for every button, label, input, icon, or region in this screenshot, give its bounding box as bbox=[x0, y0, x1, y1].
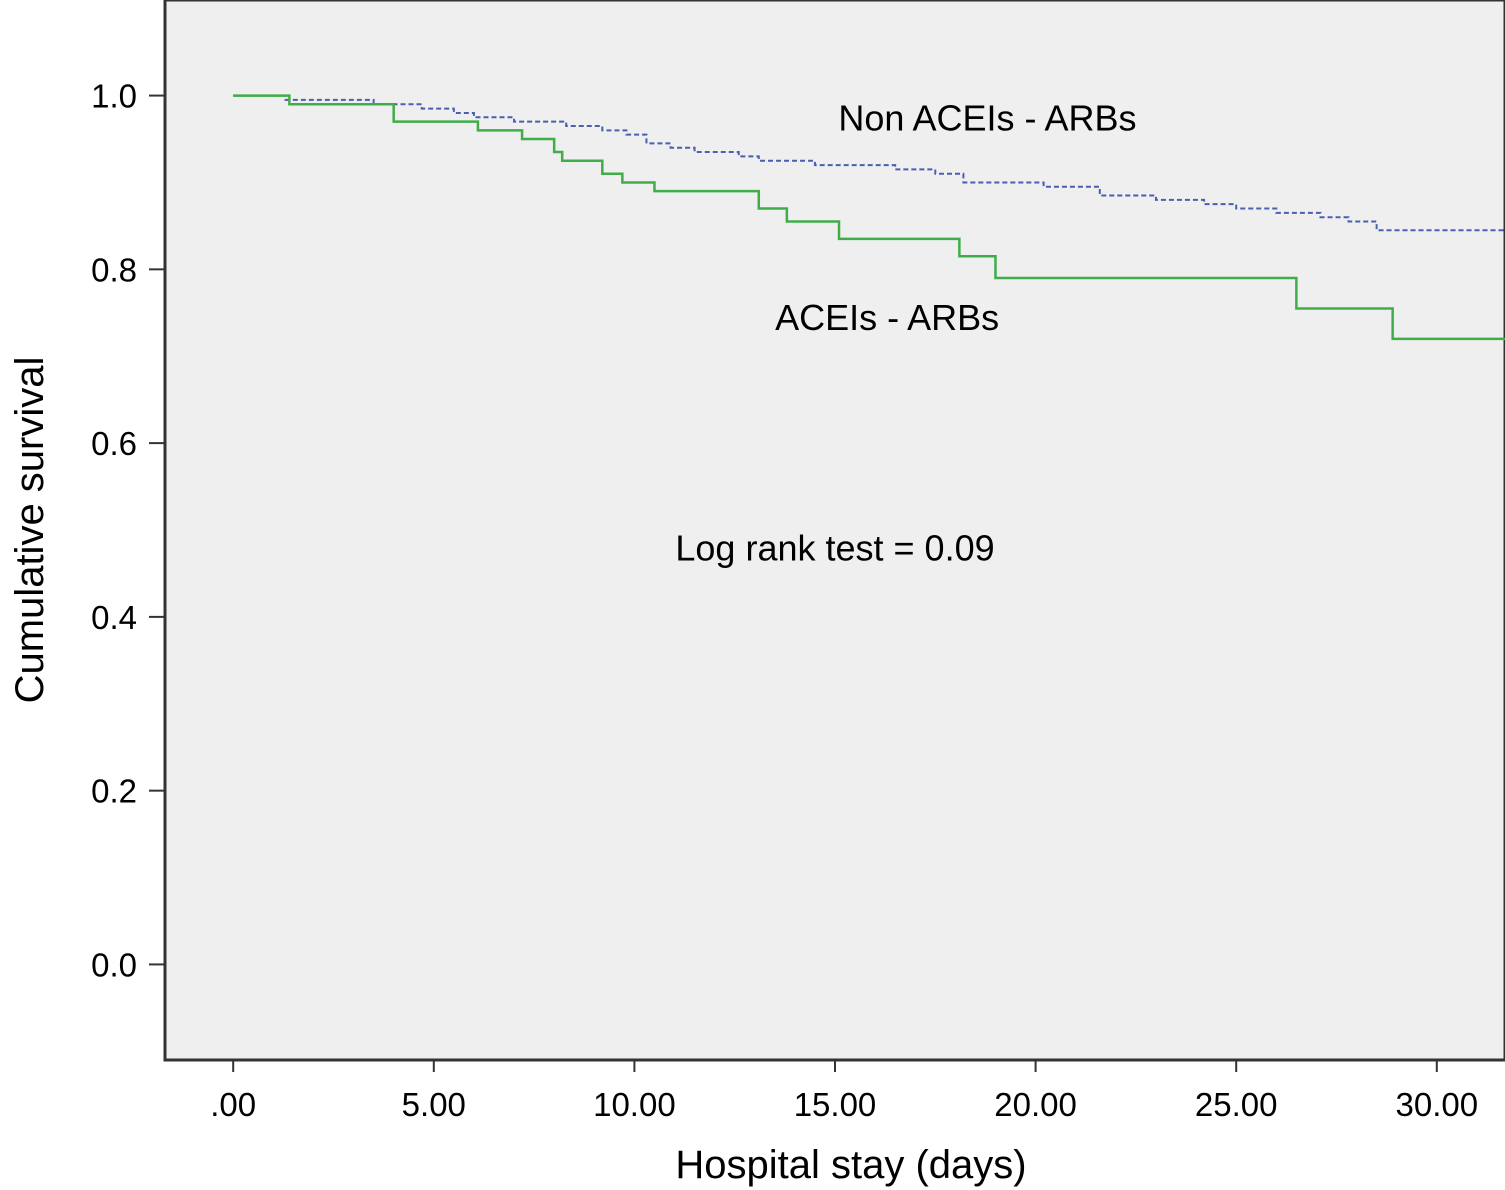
y-tick-label: 1.0 bbox=[91, 78, 137, 115]
chart-annotation: Non ACEIs - ARBs bbox=[838, 97, 1136, 138]
chart-annotation: Log rank test = 0.09 bbox=[675, 527, 994, 568]
x-tick-label: 30.00 bbox=[1395, 1086, 1478, 1123]
y-tick-label: 0.8 bbox=[91, 251, 137, 288]
series-layer bbox=[233, 94, 1505, 341]
y-tick-label: 0.2 bbox=[91, 773, 137, 810]
chart-annotation: ACEIs - ARBs bbox=[775, 297, 999, 338]
x-axis: .00 5.00 10.00 15.00 20.00 25.00 30.00 bbox=[210, 1060, 1478, 1123]
series-line-1 bbox=[233, 94, 1505, 232]
x-tick-label: 25.00 bbox=[1195, 1086, 1278, 1123]
y-axis: 0.0 0.2 0.4 0.6 0.8 1.0 bbox=[91, 78, 165, 983]
x-tick-label: 10.00 bbox=[593, 1086, 676, 1123]
y-tick-label: 0.4 bbox=[91, 599, 137, 636]
series-line-2 bbox=[233, 94, 1505, 341]
x-tick-label: 5.00 bbox=[402, 1086, 466, 1123]
annotation-layer: Non ACEIs - ARBs ACEIs - ARBs Log rank tes… bbox=[675, 97, 1136, 568]
x-tick-label: 20.00 bbox=[994, 1086, 1077, 1123]
y-axis-title: Cumulative survival bbox=[8, 357, 52, 704]
y-tick-label: 0.6 bbox=[91, 425, 137, 462]
x-axis-title: Hospital stay (days) bbox=[675, 1143, 1026, 1187]
x-tick-label: 15.00 bbox=[794, 1086, 877, 1123]
plot-area bbox=[163, 0, 1505, 1062]
y-tick-label: 0.0 bbox=[91, 946, 137, 983]
x-tick-label: .00 bbox=[210, 1086, 256, 1123]
